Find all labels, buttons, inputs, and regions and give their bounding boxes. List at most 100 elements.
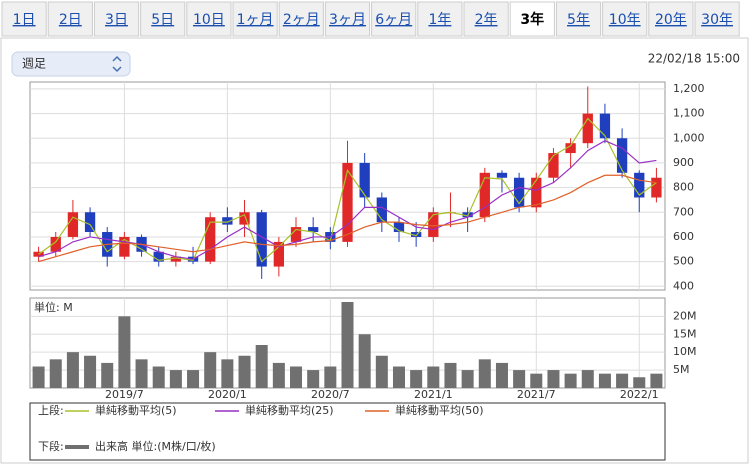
tab-bg[interactable] <box>648 1 694 37</box>
volume-bar <box>444 362 457 388</box>
tab[interactable]: 3日 <box>105 12 128 28</box>
x-tick-label: 2021/1 <box>414 388 453 401</box>
price-plot <box>29 81 666 291</box>
volume-bar <box>238 355 251 388</box>
dropdown[interactable] <box>11 51 131 77</box>
candle-body <box>582 113 593 144</box>
volume-bar <box>272 362 285 388</box>
y-tick-label: 20M <box>673 309 697 322</box>
tab-bg[interactable] <box>602 1 648 37</box>
volume-bar <box>392 366 405 388</box>
candle-body <box>119 236 130 257</box>
x-tick-label: 2022/1 <box>620 388 659 401</box>
legend-label: 単純移動平均(25) <box>245 403 334 417</box>
candle-body <box>67 212 79 237</box>
volume-bar <box>341 302 354 388</box>
tab[interactable]: 3年 <box>520 11 544 28</box>
candle-body <box>599 113 611 139</box>
tab[interactable]: 5日 <box>151 12 174 28</box>
volume-bar <box>290 366 303 388</box>
candle-body <box>290 227 302 242</box>
candle-body <box>548 153 559 178</box>
volume-bar <box>169 370 182 388</box>
candle-body <box>411 232 422 237</box>
tab-bg[interactable] <box>140 1 186 37</box>
tab-bg[interactable] <box>93 1 140 37</box>
volume-bar <box>101 362 114 388</box>
volume-bar <box>461 370 474 388</box>
y-tick-label: 500 <box>673 255 694 268</box>
tab-bg[interactable] <box>186 1 232 37</box>
tab-bg[interactable] <box>417 1 463 37</box>
candle-body <box>651 177 662 198</box>
ma-line <box>38 117 657 263</box>
tab[interactable]: 3ヶ月 <box>329 12 366 28</box>
legend-lower: 下段: <box>38 439 64 453</box>
volume-bar <box>564 373 577 388</box>
volume-bar <box>187 370 200 388</box>
tab[interactable]: 10年 <box>609 12 641 28</box>
candle-body <box>342 162 353 242</box>
tab[interactable]: 2日 <box>59 12 82 28</box>
tab[interactable]: 10日 <box>193 12 225 28</box>
tab-bg[interactable] <box>371 1 417 37</box>
volume-bar <box>375 355 388 388</box>
legend-label: 出来高 単位:(M株/口/枚) <box>95 439 216 453</box>
volume-bar <box>410 370 423 388</box>
volume-bar <box>84 355 97 388</box>
tab[interactable]: 1ヶ月 <box>237 12 274 28</box>
y-tick-label: 600 <box>673 230 694 243</box>
candle-body <box>256 212 267 267</box>
tab-bg[interactable] <box>509 1 555 37</box>
tab[interactable]: 1日 <box>13 12 36 28</box>
volume-bar <box>495 362 508 388</box>
volume-bar <box>427 366 440 388</box>
candle-body <box>513 177 525 208</box>
candle-body <box>205 217 216 262</box>
candle-body <box>616 138 628 173</box>
tab-bg[interactable] <box>463 1 509 37</box>
volume-bar <box>204 352 217 388</box>
dropdown-chevron <box>112 55 122 73</box>
tab[interactable]: 20年 <box>655 12 687 28</box>
dropdown-label[interactable]: 週足 <box>22 57 46 71</box>
candle-body <box>531 177 542 208</box>
volume-unit: 単位: M <box>34 300 73 314</box>
tab-bg[interactable] <box>1 1 47 37</box>
candle-body <box>84 212 96 233</box>
tab[interactable]: 1年 <box>428 12 451 28</box>
y-tick-label: 700 <box>673 205 694 218</box>
tab[interactable]: 5年 <box>567 12 590 28</box>
volume-bar <box>118 316 131 388</box>
tab[interactable]: 30年 <box>701 12 733 28</box>
volume-bar <box>598 373 611 388</box>
volume-bar <box>633 377 646 388</box>
y-tick-label: 1,000 <box>673 131 705 144</box>
tab[interactable]: 2年 <box>475 12 498 28</box>
volume-bar <box>650 373 663 388</box>
tab[interactable]: 6ヶ月 <box>375 12 412 28</box>
candle-body <box>170 256 182 262</box>
tab-bg[interactable] <box>324 1 371 37</box>
candle-body <box>153 251 164 262</box>
volume-bar <box>221 359 234 388</box>
candle-body <box>376 197 387 223</box>
x-tick-label: 2020/1 <box>208 388 247 401</box>
candle-body <box>565 143 576 154</box>
tab-bg[interactable] <box>47 1 93 37</box>
candle-body <box>393 222 405 233</box>
timestamp: 22/02/18 15:00 <box>648 52 740 66</box>
volume-bar <box>152 366 165 388</box>
legend-label: 単純移動平均(50) <box>395 403 484 417</box>
tab-bg[interactable] <box>278 1 324 37</box>
volume-bar <box>478 359 491 388</box>
candle-body <box>50 236 61 252</box>
tab[interactable]: 2ヶ月 <box>283 12 320 28</box>
volume-bar <box>255 345 268 388</box>
tab-bg[interactable] <box>232 1 278 37</box>
y-tick-label: 1,100 <box>673 107 705 120</box>
tab-bg[interactable] <box>555 1 602 37</box>
candle-body <box>239 212 250 225</box>
tab-bg[interactable] <box>694 1 740 37</box>
